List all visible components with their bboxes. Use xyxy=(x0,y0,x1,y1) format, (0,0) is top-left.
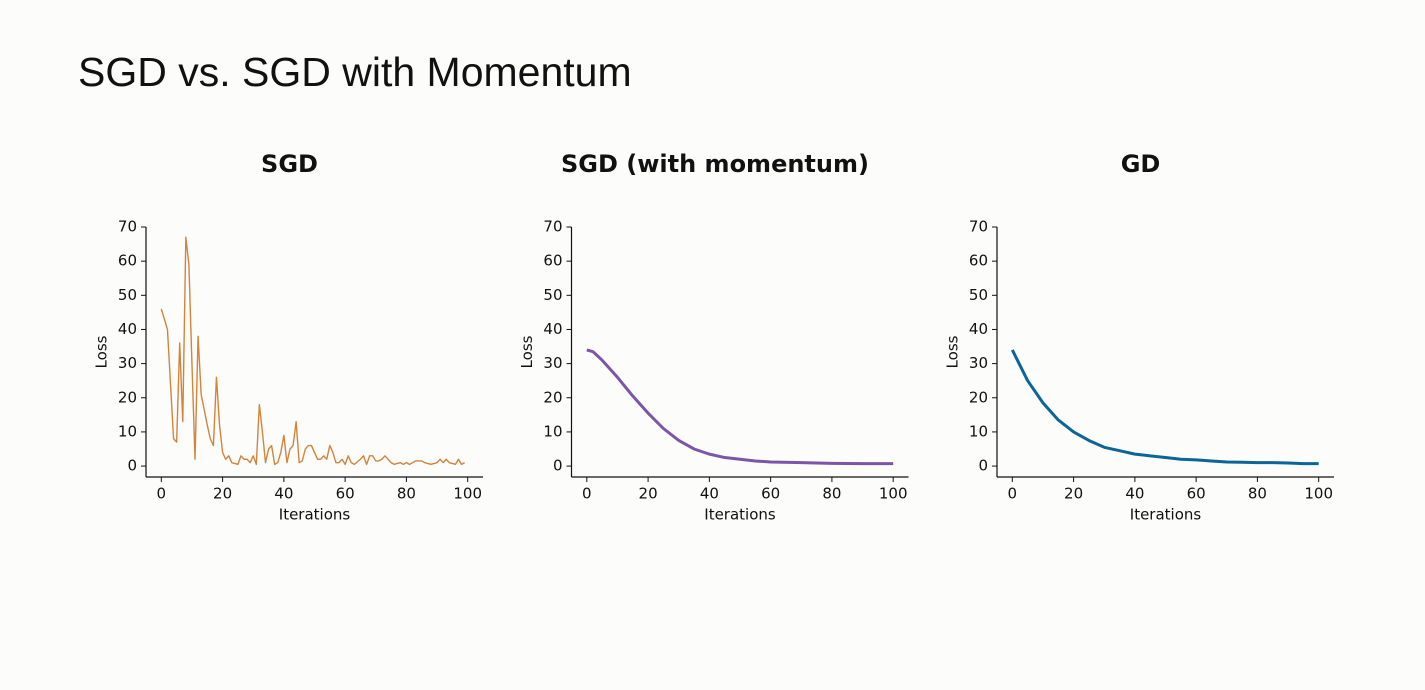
x-tick-label: 20 xyxy=(1064,485,1083,503)
y-tick-label: 50 xyxy=(543,286,562,304)
chart-title: GD xyxy=(1121,150,1161,178)
y-tick-label: 20 xyxy=(118,388,137,406)
y-tick-label: 0 xyxy=(978,457,988,475)
y-tick-label: 10 xyxy=(543,422,562,440)
y-tick-label: 70 xyxy=(969,218,988,236)
y-tick-label: 10 xyxy=(118,422,137,440)
y-tick-label: 10 xyxy=(969,422,988,440)
x-tick-label: 40 xyxy=(1125,485,1144,503)
y-tick-label: 0 xyxy=(553,457,563,475)
y-tick-label: 0 xyxy=(127,457,137,475)
x-tick-label: 0 xyxy=(582,485,592,503)
x-tick-label: 100 xyxy=(453,485,482,503)
y-tick-label: 20 xyxy=(543,388,562,406)
y-tick-label: 30 xyxy=(969,354,988,372)
y-tick-label: 20 xyxy=(969,388,988,406)
chart-title: SGD (with momentum) xyxy=(561,150,869,178)
x-tick-label: 80 xyxy=(397,485,416,503)
loss-line xyxy=(586,348,894,466)
x-axis-label: Iterations xyxy=(279,506,351,524)
x-tick-label: 100 xyxy=(879,485,908,503)
loss-line xyxy=(1010,349,1319,466)
x-tick-label: 40 xyxy=(700,485,719,503)
y-tick-label: 40 xyxy=(969,320,988,338)
y-tick-label: 40 xyxy=(543,320,562,338)
y-tick-label: 40 xyxy=(118,320,137,338)
slide-title: SGD vs. SGD with Momentum xyxy=(78,49,632,95)
x-tick-label: 40 xyxy=(274,485,293,503)
x-tick-label: 60 xyxy=(761,485,780,503)
x-tick-label: 20 xyxy=(639,485,658,503)
y-tick-label: 60 xyxy=(969,252,988,270)
x-tick-label: 80 xyxy=(822,485,841,503)
y-tick-label: 30 xyxy=(118,354,137,372)
x-tick-label: 60 xyxy=(1187,485,1206,503)
y-tick-label: 60 xyxy=(118,252,137,270)
x-tick-label: 80 xyxy=(1248,485,1267,503)
y-axis-label: Loss xyxy=(93,335,111,368)
loss-line xyxy=(160,236,465,466)
y-tick-label: 70 xyxy=(543,218,562,236)
y-tick-label: 50 xyxy=(969,286,988,304)
y-axis-label: Loss xyxy=(518,335,536,368)
x-tick-label: 60 xyxy=(336,485,355,503)
y-tick-label: 70 xyxy=(118,218,137,236)
chart-title: SGD xyxy=(261,150,318,178)
y-axis-label: Loss xyxy=(944,335,962,368)
x-axis-label: Iterations xyxy=(1130,506,1202,524)
x-axis-label: Iterations xyxy=(704,506,776,524)
x-tick-label: 100 xyxy=(1304,485,1333,503)
y-tick-label: 60 xyxy=(543,252,562,270)
x-tick-label: 0 xyxy=(1008,485,1018,503)
x-tick-label: 20 xyxy=(213,485,232,503)
y-tick-label: 30 xyxy=(543,354,562,372)
y-tick-label: 50 xyxy=(118,286,137,304)
x-tick-label: 0 xyxy=(157,485,167,503)
